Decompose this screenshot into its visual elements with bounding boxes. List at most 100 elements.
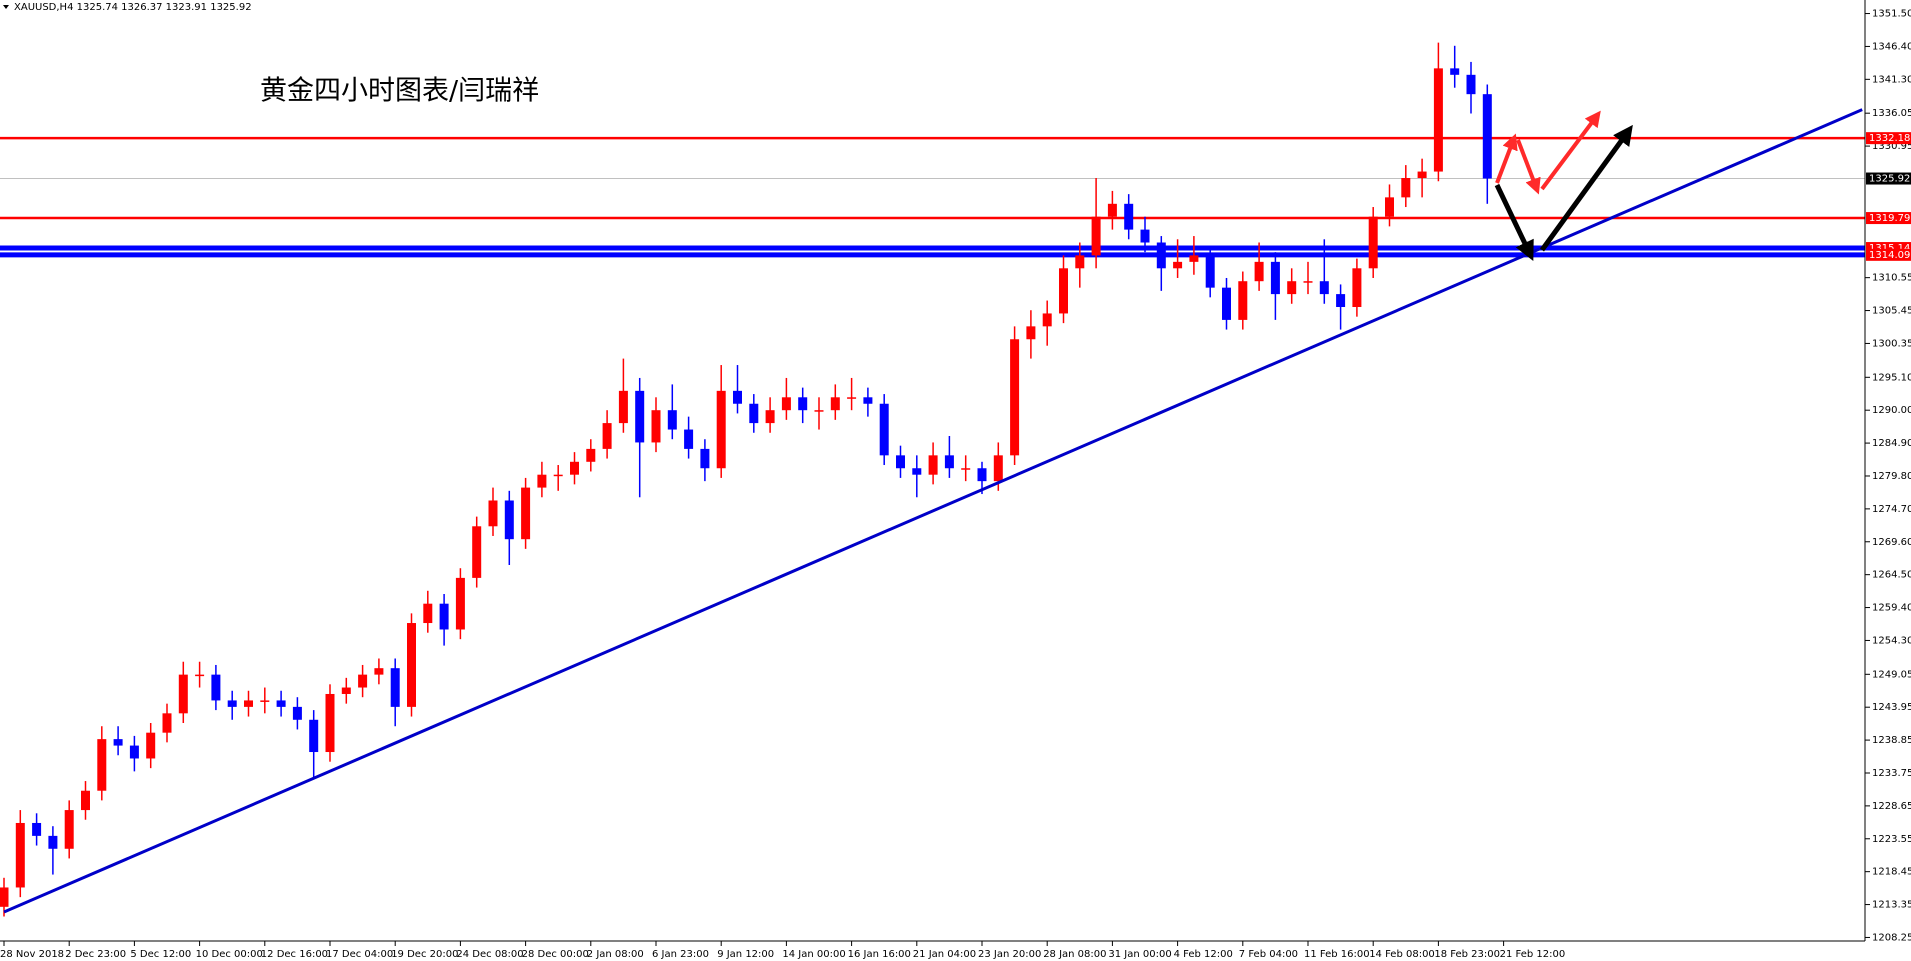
candle-body [1010, 339, 1020, 456]
candle-body [1042, 313, 1052, 327]
candle-body [993, 455, 1003, 482]
candle-body [1352, 268, 1362, 308]
x-tick-label: 6 Jan 23:00 [652, 949, 709, 960]
candle-body [733, 390, 742, 404]
candle-body [48, 835, 58, 849]
candle-body [1385, 197, 1394, 217]
candle-body [276, 700, 286, 707]
candle-body [912, 468, 922, 475]
x-tick-label: 2 Dec 23:00 [65, 949, 126, 960]
candle-body [602, 423, 612, 449]
y-tick-label: 1238.85 [1872, 735, 1911, 746]
candle-body [178, 674, 188, 714]
candle-body [700, 448, 710, 469]
x-tick-label: 2 Jan 08:00 [587, 949, 644, 960]
y-tick-label: 1274.70 [1872, 504, 1911, 515]
candle-body [716, 390, 726, 469]
y-tick-label: 1295.10 [1872, 372, 1911, 383]
x-tick-label: 28 Dec 00:00 [522, 949, 589, 960]
candle-body [15, 822, 25, 888]
candle-body [64, 810, 74, 849]
y-tick-label: 1330.95 [1872, 141, 1911, 152]
x-tick-label: 14 Jan 00:00 [782, 949, 845, 960]
candle-body [81, 790, 90, 811]
x-tick-label: 24 Dec 08:00 [456, 949, 523, 960]
candle-body [504, 500, 514, 540]
candle-body [521, 487, 531, 540]
candle-body [1222, 287, 1231, 320]
candle-body [162, 713, 172, 733]
price-tag [1866, 248, 1911, 261]
price-tag-label: 1332.18 [1869, 133, 1910, 144]
y-tick-label: 1279.80 [1872, 471, 1911, 482]
candle-body [1075, 255, 1085, 269]
x-tick-label: 21 Feb 12:00 [1500, 949, 1566, 960]
x-tick-label: 18 Feb 23:00 [1434, 949, 1500, 960]
candle-body [244, 700, 253, 707]
candle-body [390, 668, 400, 707]
candle-body [1026, 326, 1036, 340]
candle-body [129, 745, 139, 759]
arrow [1540, 110, 1601, 191]
x-tick-label: 10 Dec 00:00 [196, 949, 263, 960]
candle-body [227, 700, 237, 707]
x-tick-label: 23 Jan 20:00 [978, 949, 1041, 960]
price-tag-label: 1315.14 [1869, 243, 1910, 254]
candle-body [863, 397, 873, 404]
candle-body [488, 500, 498, 527]
y-tick-label: 1213.35 [1872, 900, 1911, 911]
y-tick-label: 1223.55 [1872, 834, 1911, 845]
x-tick-label: 17 Dec 04:00 [326, 949, 393, 960]
candle-body [423, 603, 433, 624]
candle-body [553, 474, 563, 477]
y-tick-label: 1269.60 [1872, 537, 1911, 548]
x-tick-label: 11 Feb 16:00 [1304, 949, 1370, 960]
y-tick-label: 1249.05 [1872, 669, 1911, 680]
x-tick-label: 7 Feb 04:00 [1239, 949, 1298, 960]
candle-body [292, 706, 302, 720]
candle-body [896, 455, 905, 469]
y-tick-label: 1208.25 [1872, 932, 1911, 943]
price-tag-label: 1325.92 [1869, 174, 1910, 185]
candle-body [1140, 229, 1150, 243]
y-tick-label: 1264.50 [1872, 570, 1911, 581]
candle-body [1238, 281, 1248, 320]
x-tick-label: 31 Jan 00:00 [1108, 949, 1171, 960]
y-tick-label: 1259.40 [1872, 603, 1911, 614]
y-tick-label: 1336.05 [1872, 108, 1911, 119]
y-tick-label: 1300.35 [1872, 338, 1911, 349]
y-tick-label: 1341.30 [1872, 74, 1911, 85]
candle-body [944, 455, 954, 469]
x-tick-label: 21 Jan 04:00 [913, 949, 976, 960]
candle-body [1303, 281, 1313, 283]
chart-header: XAUUSD,H4 1325.74 1326.37 1323.91 1325.9… [14, 2, 252, 13]
candle-body [684, 429, 694, 449]
arrow [1494, 183, 1534, 262]
candle-body [814, 410, 824, 412]
candle-body [358, 674, 368, 688]
arrow [1539, 124, 1633, 252]
candle-body [1417, 171, 1427, 179]
candle-body [1450, 68, 1460, 75]
y-tick-label: 1284.90 [1872, 438, 1911, 449]
candle-body [1336, 294, 1346, 308]
arrow [1495, 133, 1518, 184]
forecast-arrows [1494, 110, 1633, 262]
price-tag-label: 1314.09 [1869, 250, 1910, 261]
candle-body [1433, 68, 1443, 172]
candle-body [455, 577, 465, 630]
x-tick-label: 16 Jan 16:00 [848, 949, 911, 960]
candle-body [749, 403, 759, 424]
candle-body [798, 397, 808, 411]
arrow [1516, 139, 1541, 195]
candle-body [1107, 203, 1117, 217]
y-tick-label: 1218.45 [1872, 867, 1911, 878]
candle-body [1270, 261, 1280, 295]
y-tick-label: 1254.30 [1872, 635, 1911, 646]
candle-body [0, 887, 9, 907]
y-tick-label: 1243.95 [1872, 702, 1911, 713]
y-tick-label: 1233.75 [1872, 768, 1911, 779]
candle-body [211, 674, 221, 701]
y-tick-label: 1310.55 [1872, 273, 1911, 284]
